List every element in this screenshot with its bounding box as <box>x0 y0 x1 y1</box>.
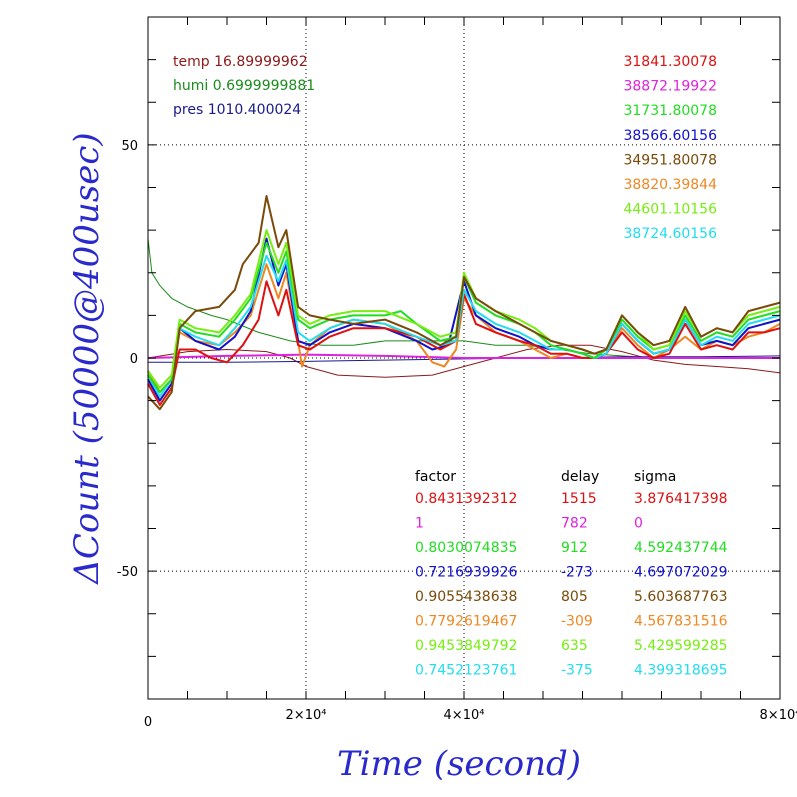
table-cell: 1 <box>415 516 424 532</box>
y-axis-title: ΔCount (50000@400usec) <box>67 132 107 585</box>
env-series-line <box>147 344 781 378</box>
table-cell: 3.876417398 <box>634 491 728 507</box>
y-tick-label: 0 <box>130 352 138 367</box>
table-cell: 0.9055438638 <box>415 589 517 605</box>
x-tick-label: 0 <box>144 715 152 730</box>
table-cell: 4.592437744 <box>634 540 728 556</box>
table-cell: 0.8431392312 <box>415 491 517 507</box>
env-label: humi 0.6999999881 <box>173 78 315 94</box>
table-cell: 782 <box>561 516 588 532</box>
series-line <box>147 195 781 411</box>
table-cell: 0.7216939926 <box>415 565 518 581</box>
series-line <box>147 280 781 406</box>
table-cell: -375 <box>561 663 593 679</box>
x-tick-label: 8×10⁴ <box>760 708 797 723</box>
mean-value-label: 38820.39844 <box>623 177 717 193</box>
means-legend: 31841.30078 38872.19922 31731.80078 38566.6… <box>623 54 717 242</box>
parameter-table: factor delay sigma 0.8431392312 1515 3.876417… <box>415 469 728 679</box>
table-header: factor <box>415 469 456 485</box>
y-tick-label: 50 <box>121 139 138 154</box>
table-cell: 0.7452123761 <box>415 663 517 679</box>
table-cell: 805 <box>561 589 588 605</box>
table-cell: 635 <box>561 638 588 654</box>
table-cell: 4.697072029 <box>634 565 728 581</box>
table-header: delay <box>561 469 599 485</box>
mean-value-label: 31731.80078 <box>623 103 717 119</box>
table-cell: -273 <box>561 565 593 581</box>
x-tick-label: 4×10⁴ <box>444 708 485 723</box>
mean-value-label: 38872.19922 <box>623 79 717 95</box>
table-cell: 912 <box>561 540 588 556</box>
table-cell: 0.9453849792 <box>415 638 517 654</box>
axis-ticks: 50 0 -50 0 2×10⁴ 4×10⁴ 8×10⁴ <box>117 17 797 730</box>
mean-value-label: 38566.60156 <box>623 128 717 144</box>
env-label: pres 1010.400024 <box>173 102 301 118</box>
table-cell: 0.8030074835 <box>415 540 517 556</box>
table-cell: 4.567831516 <box>634 614 728 630</box>
series-line <box>147 254 781 398</box>
table-cell: -309 <box>561 614 593 630</box>
x-tick-label: 2×10⁴ <box>286 708 327 723</box>
mean-value-label: 38724.60156 <box>623 226 717 242</box>
mean-value-label: 34951.80078 <box>623 152 717 168</box>
table-cell: 4.399318695 <box>634 663 728 679</box>
mean-value-label: 44601.10156 <box>623 202 717 218</box>
y-tick-label: -50 <box>117 565 138 580</box>
series-line <box>147 229 781 389</box>
table-cell: 0 <box>634 516 643 532</box>
series-line <box>147 353 780 359</box>
env-label: temp 16.89999962 <box>173 54 308 70</box>
table-cell: 1515 <box>561 491 597 507</box>
environment-legend: temp 16.89999962 humi 0.6999999881 pres 10… <box>173 54 315 118</box>
table-cell: 0.7792619467 <box>415 614 517 630</box>
table-cell: 5.603687763 <box>634 589 728 605</box>
table-header: sigma <box>634 469 676 485</box>
table-cell: 5.429599285 <box>634 638 728 654</box>
mean-value-label: 31841.30078 <box>623 54 717 70</box>
x-axis-title: Time (second) <box>337 744 581 784</box>
series-lines <box>147 195 781 411</box>
